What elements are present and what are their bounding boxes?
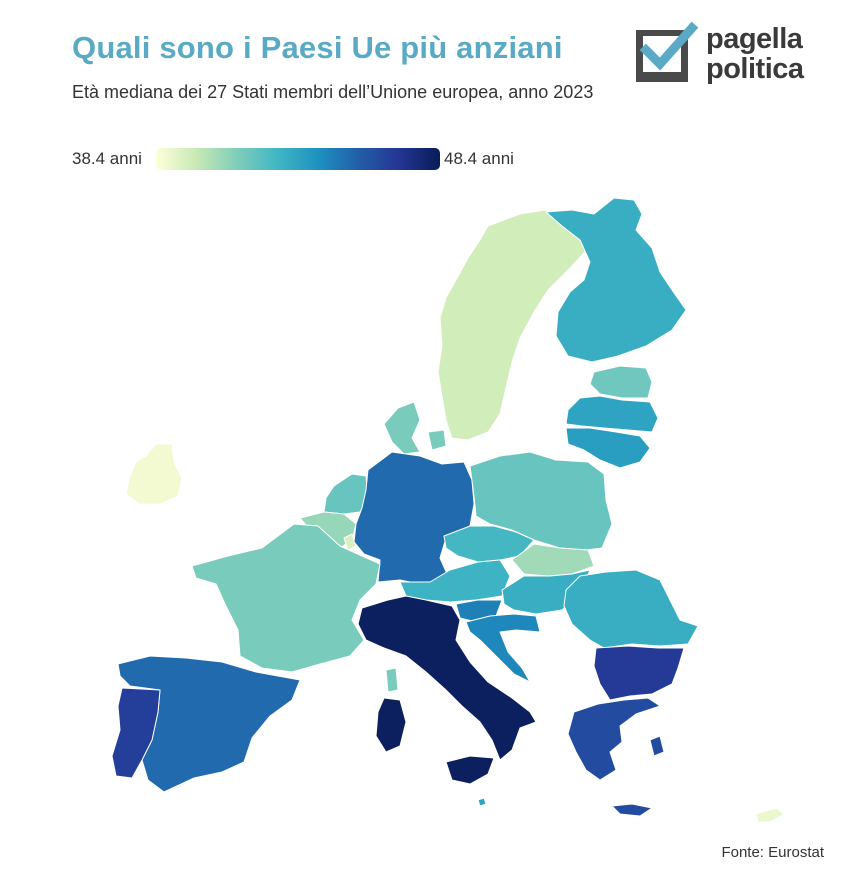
country-paesi-bassi[interactable] [323,473,369,515]
country-malta[interactable] [477,797,487,807]
country-croazia[interactable] [465,613,541,683]
country-estonia[interactable] [589,365,653,399]
subtitle: Età mediana dei 27 Stati membri dell’Uni… [72,82,594,102]
country-francia[interactable] [191,523,399,693]
country-portogallo[interactable] [111,687,161,779]
logo-wordmark: pagella politica [706,24,804,84]
country-lettonia[interactable] [565,395,659,433]
color-legend: 38.4 anni 48.4 anni [72,147,514,173]
country-italia[interactable] [357,595,537,785]
country-finlandia[interactable] [545,197,687,363]
checkbox-logo-icon [636,21,699,82]
country-slovacchia[interactable] [511,543,595,577]
country-grecia[interactable] [567,697,665,817]
logo-line-2: politica [706,53,804,85]
country-cipro[interactable] [755,807,785,823]
country-polonia[interactable] [469,451,613,551]
pagella-politica-logo[interactable]: pagella politica [636,21,816,90]
legend-max-label: 48.4 anni [444,149,514,168]
country-bulgaria[interactable] [593,645,685,701]
country-irlanda[interactable] [125,443,183,505]
country-romania[interactable] [563,569,699,649]
country-lituania[interactable] [565,427,651,469]
country-lussemburgo[interactable] [343,533,357,551]
europe-choropleth-map [111,197,785,823]
legend-gradient-bar [156,148,440,170]
country-danimarca[interactable] [383,401,447,455]
page-title: Quali sono i Paesi Ue più anziani [72,30,563,65]
logo-line-1: pagella [706,23,803,55]
legend-min-label: 38.4 anni [72,149,142,168]
source-note: Fonte: Eurostat [721,844,824,861]
